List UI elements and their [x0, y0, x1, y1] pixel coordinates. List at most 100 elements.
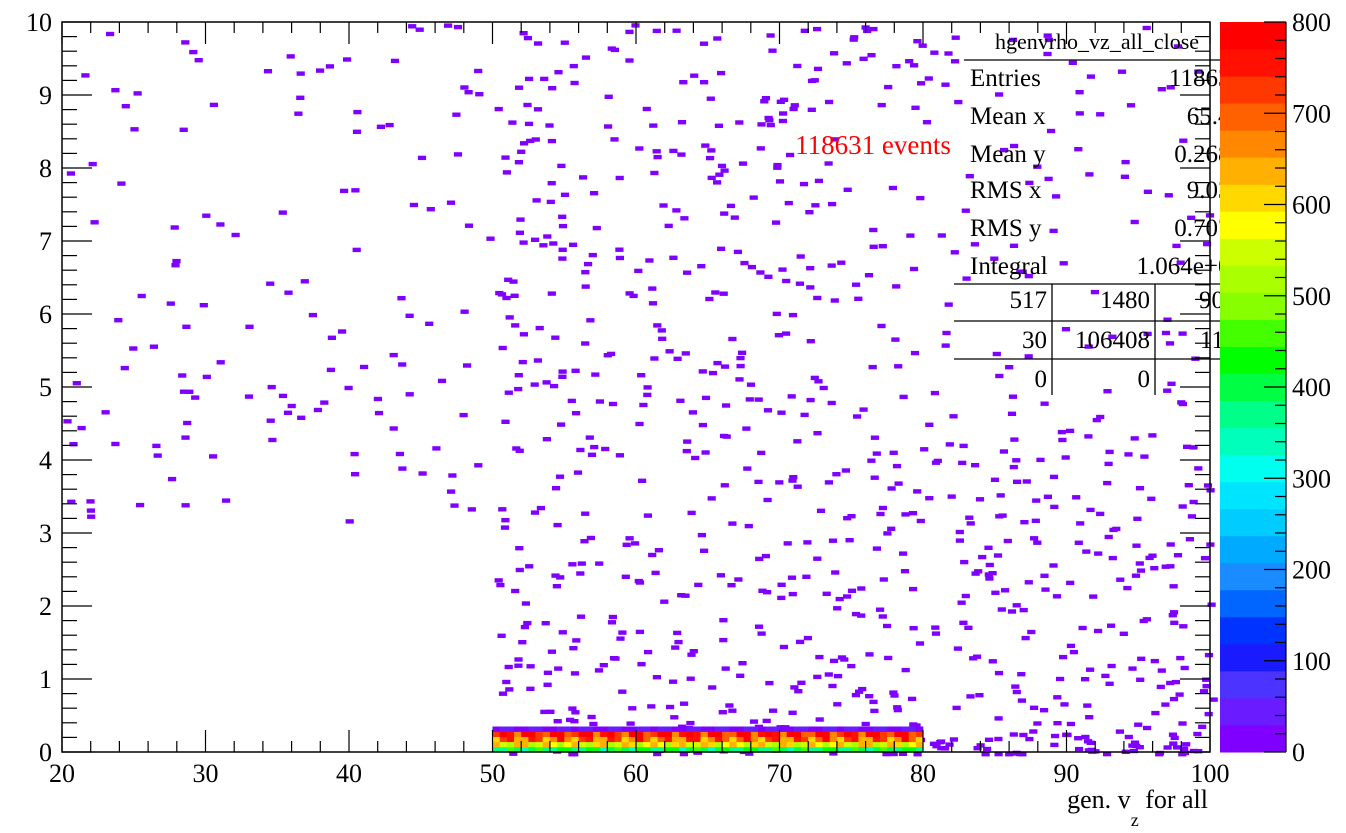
data-cell: [643, 513, 652, 518]
data-cell: [625, 536, 634, 541]
data-cell: [679, 80, 688, 85]
band-cell: [535, 736, 543, 743]
band-cell: [693, 746, 701, 753]
data-cell: [955, 538, 964, 543]
data-cell: [805, 210, 814, 215]
data-cell: [925, 496, 934, 501]
band-cell: [643, 741, 651, 748]
band-cell: [664, 746, 673, 753]
data-cell: [788, 591, 797, 597]
data-cell: [607, 351, 616, 357]
stats-grid-cell: 106408: [1075, 327, 1150, 354]
data-cell: [701, 143, 710, 148]
band-cell: [801, 746, 809, 753]
data-cell: [882, 751, 891, 757]
data-cell: [568, 562, 577, 567]
data-cell: [815, 717, 824, 722]
band-cell: [621, 736, 630, 743]
data-cell: [88, 161, 97, 167]
band-cell: [578, 736, 587, 743]
data-cell: [756, 270, 765, 275]
band-cell: [528, 741, 536, 748]
stats-row-label: RMS x: [970, 177, 1042, 204]
band-cell: [786, 741, 795, 748]
data-cell: [1101, 673, 1110, 679]
data-cell: [1040, 573, 1049, 578]
data-cell: [1183, 444, 1192, 449]
band-cell: [901, 741, 909, 748]
data-cell: [653, 751, 662, 757]
data-cell: [887, 526, 896, 531]
data-cell: [681, 593, 690, 598]
data-cell: [1170, 735, 1179, 741]
data-cell: [1167, 381, 1176, 386]
band-cell: [607, 731, 615, 737]
data-cell: [216, 222, 225, 227]
data-cell: [170, 225, 179, 230]
band-cell: [844, 731, 852, 737]
data-cell: [829, 751, 838, 756]
data-cell: [796, 639, 805, 645]
data-cell: [754, 397, 763, 402]
data-cell: [1103, 480, 1112, 486]
data-cell: [300, 279, 309, 284]
band-cell: [650, 731, 658, 737]
data-cell: [657, 328, 666, 333]
data-cell: [1084, 344, 1093, 349]
data-cell: [573, 470, 583, 475]
data-cell: [385, 122, 394, 128]
band-cell: [858, 736, 866, 743]
data-cell: [918, 43, 927, 48]
data-cell: [719, 291, 728, 296]
band-cell: [772, 736, 780, 743]
data-cell: [1103, 751, 1112, 757]
data-cell: [942, 330, 951, 336]
data-cell: [181, 503, 190, 508]
palette-swatch: [1220, 49, 1286, 77]
data-cell: [988, 571, 997, 576]
band-cell: [836, 726, 845, 732]
data-cell: [757, 631, 766, 636]
data-cell: [395, 451, 404, 457]
palette-swatch: [1220, 481, 1286, 510]
data-cell: [1185, 537, 1194, 542]
data-cell: [944, 51, 953, 56]
data-cell: [1020, 520, 1029, 525]
data-cell: [756, 146, 765, 151]
data-cell: [851, 692, 860, 698]
data-cell: [518, 640, 527, 645]
x-axis-ticks: 20 30 40 50 60 70 80 90 100: [49, 22, 1230, 788]
data-cell: [1161, 330, 1171, 336]
band-cell: [851, 741, 859, 748]
data-cell: [870, 435, 879, 440]
data-cell: [813, 674, 822, 680]
data-cell: [1161, 564, 1170, 569]
data-cell: [705, 296, 714, 302]
data-cell: [1052, 594, 1062, 599]
data-cell: [833, 606, 842, 611]
band-cell: [815, 726, 823, 732]
data-cell: [496, 582, 505, 588]
data-cell: [790, 685, 799, 690]
data-cell: [569, 242, 578, 247]
data-cell: [765, 118, 774, 123]
band-cell: [549, 746, 558, 753]
data-cell: [1116, 577, 1125, 582]
data-cell: [757, 450, 766, 456]
data-cell: [1053, 721, 1062, 726]
band-cell: [636, 741, 644, 748]
data-cell: [1085, 172, 1094, 177]
band-cell: [528, 731, 536, 737]
data-cell: [778, 118, 787, 124]
data-cell: [585, 435, 594, 440]
data-cell: [1207, 602, 1216, 607]
data-cell: [985, 576, 994, 581]
data-cell: [374, 410, 384, 416]
data-cell: [925, 422, 934, 427]
data-cell: [1172, 243, 1181, 249]
band-cell: [542, 726, 551, 732]
data-cell: [1008, 37, 1018, 43]
data-cell: [523, 620, 532, 626]
data-cell: [1132, 543, 1141, 548]
data-cell: [1003, 538, 1012, 544]
